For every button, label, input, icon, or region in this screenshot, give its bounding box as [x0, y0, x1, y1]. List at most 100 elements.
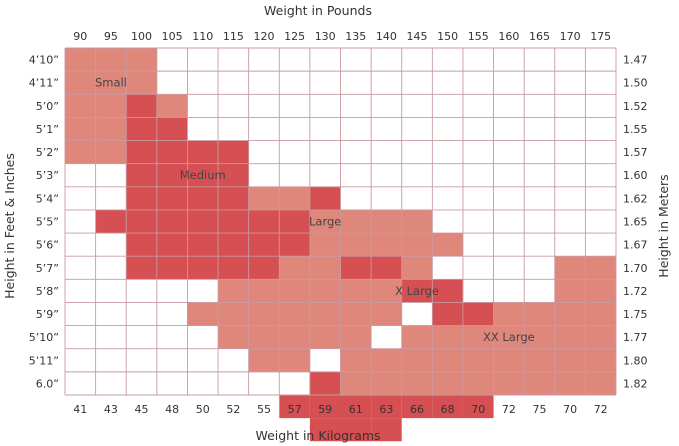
tick-weight-lb: 110 [192, 30, 213, 43]
cell-x-large [340, 256, 372, 280]
tick-weight-lb: 90 [73, 30, 87, 43]
tick-weight-kg: 50 [196, 403, 210, 416]
cell-x-large [309, 395, 341, 419]
cell-medium [218, 209, 249, 234]
tick-weight-lb: 175 [590, 30, 611, 43]
tick-height-m: 1.82 [623, 377, 648, 390]
tick-weight-lb: 125 [284, 30, 305, 43]
tick-weight-kg: 72 [594, 403, 608, 416]
zone-label-medium: Medium [180, 168, 226, 182]
tick-weight-lb: 95 [104, 30, 118, 43]
cell-xx-large [432, 348, 463, 372]
cell-large [371, 302, 402, 326]
cell-large [309, 279, 341, 303]
cell-medium [126, 186, 157, 210]
cell-xx-large [432, 371, 463, 395]
tick-weight-kg: 70 [563, 403, 577, 416]
tick-weight-kg: 70 [471, 403, 485, 416]
cell-medium [126, 209, 157, 234]
cell-medium [156, 256, 188, 280]
cell-large [340, 279, 372, 303]
tick-weight-lb: 165 [529, 30, 550, 43]
cell-large [309, 209, 341, 234]
cell-medium [218, 233, 249, 257]
tick-height-ft: 5’4” [36, 192, 59, 205]
tick-height-ft: 5’2” [36, 146, 59, 159]
cell-large [309, 302, 341, 326]
cell-small [95, 48, 127, 72]
cell-small [126, 71, 157, 95]
cell-small [65, 94, 96, 118]
cell-large [401, 256, 433, 280]
cell-medium [218, 163, 249, 187]
top-axis-ticks: 90 95 100 105 110 115 120 125 130 135 140 145 150 155… [73, 30, 611, 43]
cell-small [65, 140, 96, 164]
cell-medium [126, 140, 157, 164]
cell-large [309, 233, 341, 257]
cell-xx-large [462, 348, 494, 372]
tick-weight-kg: 48 [165, 403, 179, 416]
grid-layer [64, 47, 617, 396]
tick-height-ft: 4’10” [29, 54, 59, 67]
cell-xx-large [340, 348, 372, 372]
cell-x-large [309, 371, 341, 395]
cell-large [248, 348, 280, 372]
cell-medium [218, 256, 249, 280]
cell-xx-large [554, 348, 586, 372]
cell-large [371, 209, 402, 234]
tick-height-ft: 6.0” [36, 377, 59, 390]
tick-height-ft: 5’3” [36, 169, 59, 182]
cell-large [218, 302, 249, 326]
cell-large [340, 209, 372, 234]
cell-large [279, 186, 310, 210]
cell-xx-large [585, 279, 616, 303]
cell-medium [187, 233, 219, 257]
tick-weight-kg: 66 [410, 403, 424, 416]
cell-xx-large [401, 325, 433, 349]
tick-weight-lb: 130 [315, 30, 336, 43]
cell-x-large [462, 302, 494, 326]
zone-label-small: Small [95, 76, 127, 90]
cell-xx-large [554, 325, 586, 349]
cell-xx-large [462, 325, 494, 349]
cell-large [401, 233, 433, 257]
cell-medium [156, 233, 188, 257]
cell-xx-large [585, 256, 616, 280]
cell-x-large [371, 418, 402, 442]
tick-height-ft: 5’1” [36, 123, 59, 136]
cell-xx-large [585, 325, 616, 349]
cell-medium [187, 163, 219, 187]
cell-large [279, 256, 310, 280]
tick-height-m: 1.60 [623, 169, 648, 182]
tick-height-m: 1.50 [623, 77, 648, 90]
cell-large [432, 233, 463, 257]
tick-weight-lb: 105 [162, 30, 183, 43]
tick-weight-kg: 43 [104, 403, 118, 416]
cell-x-large [432, 302, 463, 326]
cell-medium [218, 140, 249, 164]
cell-medium [126, 256, 157, 280]
cell-medium [279, 209, 310, 234]
tick-height-ft: 5’11” [29, 354, 59, 367]
tick-height-m: 1.80 [623, 354, 648, 367]
cell-xx-large [432, 325, 463, 349]
cell-xx-large [524, 371, 555, 395]
cell-xx-large [554, 256, 586, 280]
tick-height-m: 1.55 [623, 123, 648, 136]
tick-height-m: 1.75 [623, 308, 648, 321]
cell-large [248, 302, 280, 326]
cell-small [95, 140, 127, 164]
cell-x-large [371, 256, 402, 280]
bottom-axis-title: Weight in Kilograms [255, 428, 380, 443]
cell-xx-large [554, 302, 586, 326]
cell-xx-large [371, 371, 402, 395]
cell-x-large [279, 395, 310, 419]
tick-height-ft: 5’8” [36, 285, 59, 298]
cell-x-large [401, 395, 433, 419]
cell-xx-large [462, 371, 494, 395]
cell-x-large [432, 279, 463, 303]
cell-xx-large [524, 348, 555, 372]
cell-xx-large [585, 371, 616, 395]
cells-layer [65, 48, 616, 442]
cell-xx-large [401, 371, 433, 395]
